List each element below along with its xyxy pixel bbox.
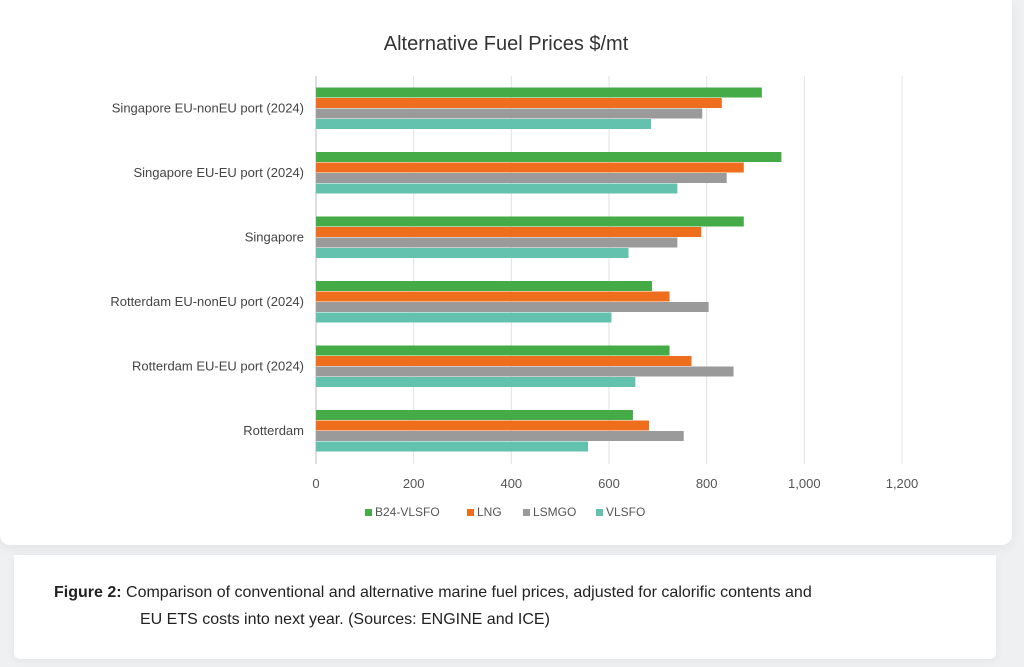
legend-swatch (596, 509, 603, 516)
caption-line-1: Comparison of conventional and alternati… (126, 584, 812, 601)
x-tick-label: 600 (598, 476, 620, 491)
chart-title: Alternative Fuel Prices $/mt (383, 33, 629, 55)
bar (316, 227, 702, 237)
category-label: Rotterdam (243, 423, 304, 438)
category-label: Singapore EU-EU port (2024) (133, 165, 304, 180)
x-tick-label: 0 (312, 476, 319, 491)
category-label: Rotterdam EU-nonEU port (2024) (110, 294, 304, 309)
bar (316, 345, 670, 356)
bar (316, 366, 734, 377)
category-label: Singapore EU-nonEU port (2024) (112, 101, 304, 116)
bar (316, 441, 589, 452)
x-tick-label: 200 (403, 476, 425, 491)
bar (316, 216, 744, 227)
bar (316, 237, 678, 248)
bar-chart: 0 200 400 600 800 1,000 1,200 Singapore EU-nonE… (110, 76, 919, 519)
caption-label: Figure 2: (54, 584, 122, 601)
legend-label: B24-VLSFO (375, 505, 440, 519)
x-tick-label: 1,200 (886, 476, 919, 491)
bar (316, 162, 744, 173)
bar (316, 302, 709, 312)
bar (316, 248, 629, 258)
bar (316, 312, 612, 323)
caption-card (14, 555, 996, 659)
bar (316, 291, 670, 302)
bar (316, 183, 678, 194)
legend-label: VLSFO (606, 505, 645, 519)
figure-caption: Figure 2: Comparison of conventional and… (54, 579, 964, 633)
bar (316, 420, 650, 431)
x-tick-label: 1,000 (788, 476, 821, 491)
category-label: Rotterdam EU-EU port (2024) (132, 359, 304, 374)
legend-swatch (523, 509, 530, 516)
legend-swatch (467, 509, 474, 516)
caption-line-2: EU ETS costs into next year. (Sources: E… (140, 611, 550, 628)
bar (316, 98, 722, 108)
legend-swatch (365, 509, 372, 516)
bar (316, 410, 633, 420)
bar (316, 281, 652, 291)
bar (316, 173, 727, 183)
category-label: Singapore (245, 230, 304, 245)
legend-label: LSMGO (533, 505, 576, 519)
bar (316, 152, 782, 162)
bar (316, 119, 651, 129)
bar (316, 108, 703, 119)
x-tick-label: 800 (696, 476, 718, 491)
x-tick-label: 400 (500, 476, 522, 491)
bar (316, 431, 684, 441)
bar (316, 356, 692, 366)
bar (316, 87, 762, 98)
legend-label: LNG (477, 505, 502, 519)
bar (316, 377, 636, 387)
